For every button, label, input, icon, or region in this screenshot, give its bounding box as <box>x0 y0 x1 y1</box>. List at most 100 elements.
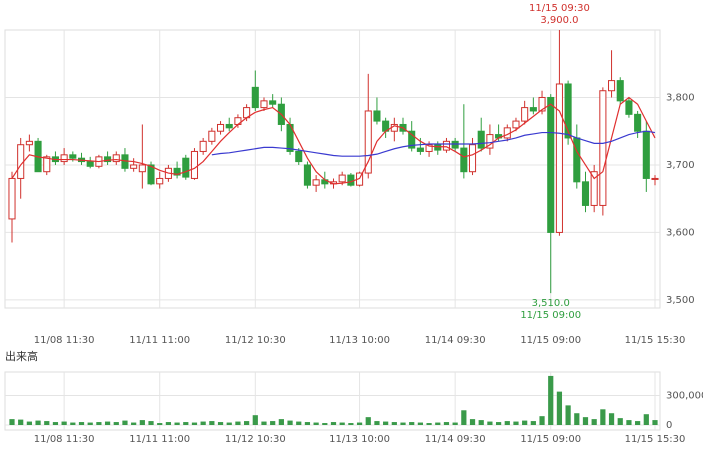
candle-body <box>486 134 494 149</box>
candle-body <box>564 83 572 139</box>
volume-bar <box>113 422 119 425</box>
annotation-value: 3,510.0 <box>532 298 570 309</box>
volume-bar <box>78 422 85 425</box>
candle-body <box>642 130 650 179</box>
volume-bar <box>487 421 493 425</box>
volume-bar <box>174 422 180 425</box>
volume-bar <box>495 422 502 425</box>
candle-body <box>425 144 433 152</box>
volume-bar <box>278 419 284 425</box>
candle-body <box>147 164 155 185</box>
candle-body <box>199 140 207 152</box>
ma-line <box>211 130 656 157</box>
volume-bar <box>530 421 536 425</box>
volume-bar <box>339 422 345 425</box>
volume-bar <box>600 409 606 425</box>
volume-bar <box>565 405 571 425</box>
x-tick-label: 11/13 10:00 <box>329 335 390 346</box>
candle-body <box>216 123 225 132</box>
candle-body <box>625 100 633 115</box>
candle-body <box>529 107 537 112</box>
volume-bar <box>148 421 154 425</box>
volume-bar <box>52 422 59 425</box>
volume-bar <box>200 421 206 425</box>
volume-bar <box>626 420 632 425</box>
candle-body <box>634 113 642 132</box>
volume-bar <box>252 415 258 425</box>
volume-bar <box>443 422 450 425</box>
volume-bar <box>35 420 41 425</box>
volume-bar <box>304 422 311 425</box>
volume-bar <box>582 417 589 425</box>
volume-bar <box>61 421 67 425</box>
x-tick-label: 11/11 11:00 <box>129 335 190 346</box>
annotation-value: 3,900.0 <box>540 15 578 26</box>
volume-bar <box>548 375 554 425</box>
candle-body <box>373 110 381 122</box>
volume-bar <box>26 421 32 425</box>
volume-bar <box>513 421 519 425</box>
y-tick-label: 3,500 <box>666 295 695 306</box>
volume-bar <box>635 421 641 425</box>
candle-body <box>434 144 442 151</box>
candle-body <box>451 140 459 149</box>
volume-bar <box>139 420 145 425</box>
volume-bar <box>226 422 232 425</box>
x-tick-label: 11/14 09:30 <box>425 335 486 346</box>
candle-body <box>364 110 372 174</box>
volume-bar <box>426 423 432 425</box>
x-tick-label: 11/12 10:30 <box>225 434 286 445</box>
candle-body <box>538 96 546 112</box>
candle-body <box>651 177 659 180</box>
candle-body <box>208 130 216 142</box>
candle-body <box>408 130 416 149</box>
volume-bar <box>183 422 189 425</box>
candle-body <box>581 181 590 206</box>
volume-bar <box>191 422 198 425</box>
volume-bar <box>104 421 111 425</box>
candle-body <box>112 154 120 163</box>
volume-bar <box>217 422 224 425</box>
candle-body <box>295 150 303 163</box>
x-tick-label: 11/15 09:00 <box>520 434 581 445</box>
volume-bar <box>469 419 476 425</box>
volume-bar <box>96 422 102 425</box>
volume-bar <box>313 422 319 425</box>
candle-body <box>173 167 181 176</box>
candle-body <box>225 123 233 129</box>
candle-body <box>182 157 190 178</box>
candle-body <box>590 171 598 206</box>
volume-bar <box>122 420 128 425</box>
x-tick-label: 11/13 10:00 <box>329 434 390 445</box>
volume-bar <box>374 421 380 425</box>
candle-body <box>25 140 33 146</box>
candle-body <box>512 120 520 129</box>
price-frame <box>4 29 661 309</box>
candle-body <box>468 144 477 173</box>
candle-body <box>138 164 146 173</box>
candle-body <box>521 107 529 122</box>
volume-bar <box>322 423 328 425</box>
volume-bar <box>209 421 215 425</box>
candle-body <box>260 100 268 109</box>
volume-bar <box>348 423 354 425</box>
volume-bar <box>287 420 293 425</box>
candle-body <box>43 156 51 173</box>
volume-frame <box>4 371 661 431</box>
x-tick-label: 11/11 11:00 <box>129 434 190 445</box>
volume-bar <box>330 422 337 425</box>
candle-body <box>573 137 581 183</box>
x-tick-label: 11/08 11:30 <box>34 434 95 445</box>
volume-bar <box>131 422 137 425</box>
volume-bar <box>18 419 24 425</box>
x-tick-label: 11/15 15:30 <box>625 434 686 445</box>
candle-body <box>347 174 355 186</box>
candle-body <box>303 164 311 186</box>
candle-body <box>86 161 94 167</box>
x-tick-label: 11/08 11:30 <box>34 335 95 346</box>
volume-bar <box>556 391 563 425</box>
volume-bar <box>417 422 423 425</box>
volume-bar <box>652 420 658 425</box>
annotation-date: 11/15 09:30 <box>529 3 590 14</box>
